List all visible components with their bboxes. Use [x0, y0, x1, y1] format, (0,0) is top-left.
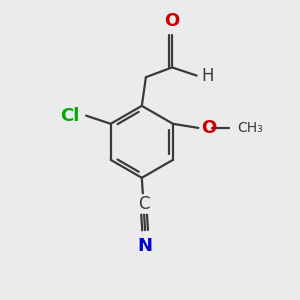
Text: N: N	[138, 237, 153, 255]
Text: Cl: Cl	[60, 106, 80, 124]
Text: O: O	[202, 119, 217, 137]
Text: O: O	[164, 12, 180, 30]
Text: CH₃: CH₃	[237, 121, 262, 135]
Text: H: H	[202, 67, 214, 85]
Text: C: C	[138, 195, 149, 213]
